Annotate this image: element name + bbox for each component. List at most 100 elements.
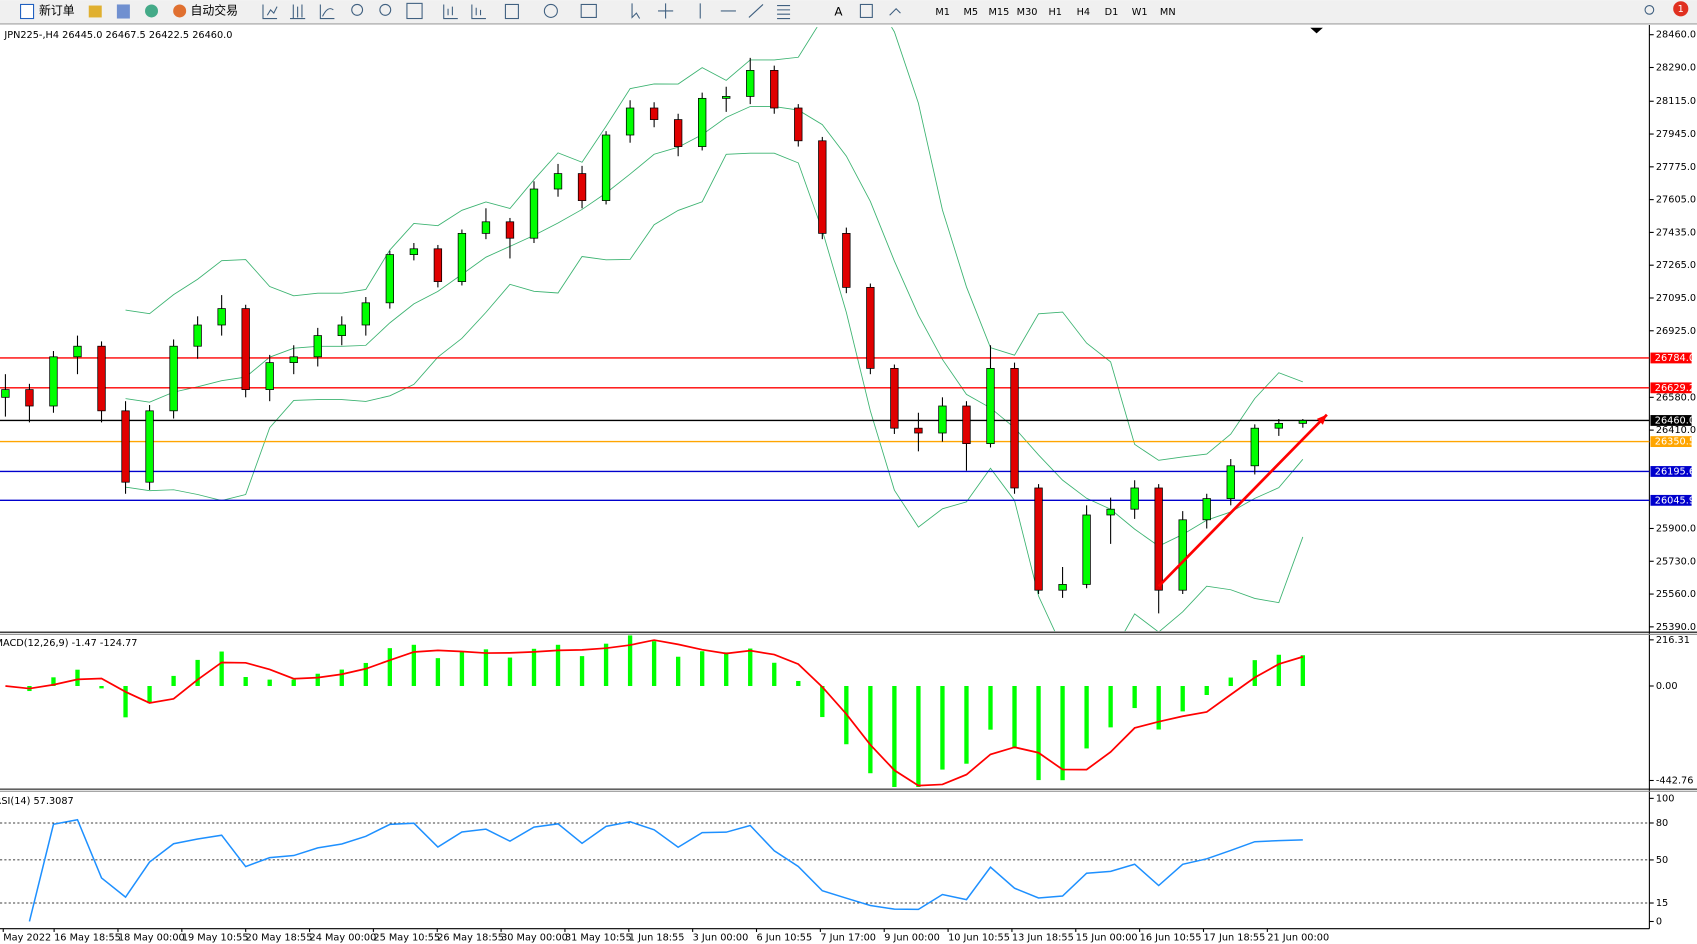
icon[interactable] [319, 4, 335, 20]
macd-panel [5, 635, 1306, 787]
level-label-box [1650, 352, 1692, 364]
x-tick-label: 31 May 10:55 [565, 932, 632, 943]
timeframe-button[interactable]: W1 [1132, 7, 1148, 18]
y-tick-label: 27095.0 [1656, 293, 1696, 304]
icon[interactable] [262, 4, 278, 20]
y-tick-label: 27265.0 [1656, 260, 1696, 271]
y-tick-label: 26410.0 [1656, 425, 1696, 436]
candle-body [313, 335, 322, 358]
y-tick-label: 0 [1656, 916, 1662, 927]
candle-body [1226, 465, 1235, 499]
icon[interactable] [658, 3, 674, 19]
icon[interactable] [406, 2, 423, 20]
level-label: 26195.6 [1655, 466, 1695, 477]
macd-bar [291, 679, 296, 686]
macd-bar [195, 659, 200, 686]
y-tick-label: 28460.0 [1656, 30, 1696, 41]
icon[interactable] [889, 8, 901, 16]
candle-body [625, 107, 635, 136]
y-tick-label: 25730.0 [1656, 556, 1696, 567]
timeframe-button[interactable]: H4 [1077, 7, 1091, 18]
timeframe-button[interactable]: M1 [935, 7, 950, 18]
candle-body [746, 70, 755, 97]
icon[interactable] [116, 4, 130, 19]
candle-body [241, 308, 250, 390]
icon[interactable] [471, 4, 486, 20]
auto-trading-button[interactable]: 自动交易 [190, 3, 238, 17]
search-icon[interactable] [1644, 5, 1655, 15]
y-tick-label: 216.31 [1656, 635, 1690, 646]
candle-body [1274, 422, 1283, 429]
rsi-line [28, 818, 1303, 922]
icon[interactable] [748, 4, 764, 18]
icon[interactable] [777, 5, 791, 20]
candle-body [481, 221, 491, 234]
icon[interactable] [443, 4, 458, 20]
macd-bar [748, 648, 753, 686]
timeframe-button[interactable]: H1 [1048, 7, 1062, 18]
y-tick-label: 27775.0 [1656, 162, 1696, 173]
candle-body [1298, 420, 1308, 424]
new-order-button[interactable]: 新订单 [39, 3, 75, 17]
y-tick-label: 25390.0 [1656, 622, 1696, 633]
alert-badge[interactable] [1673, 1, 1689, 17]
x-tick-label: 24 May 00:00 [310, 932, 377, 943]
macd-bar [940, 685, 945, 770]
candle-body [1178, 519, 1187, 591]
macd-bar [627, 635, 633, 686]
candle-body [121, 410, 130, 483]
icon[interactable] [351, 3, 364, 16]
macd-bar [724, 652, 729, 686]
candle-body [722, 96, 731, 99]
macd-bar [435, 658, 441, 686]
macd-bar [603, 643, 609, 686]
icon[interactable] [290, 4, 306, 20]
candle-body [986, 368, 995, 444]
auto-trading-icon[interactable] [173, 4, 187, 18]
timeframe-button[interactable]: M15 [989, 7, 1010, 18]
level-label-box [1650, 466, 1692, 477]
timeframe-button[interactable]: M30 [1017, 7, 1038, 18]
candle-body [1058, 584, 1067, 591]
macd-bar [483, 649, 489, 686]
icon[interactable] [580, 3, 597, 18]
icon[interactable] [504, 3, 519, 20]
toolbar: 新订单 自动交易 A 1 [0, 0, 1697, 25]
icon[interactable] [379, 3, 392, 16]
macd-bar [988, 685, 993, 730]
macd-bar [411, 644, 417, 686]
rsi-panel [0, 818, 1650, 922]
macd-bar [675, 656, 681, 686]
candle-body [1010, 368, 1019, 489]
icon[interactable] [543, 3, 558, 18]
panel-title: JPN225-,H4 26445.0 26467.5 26422.5 26460… [3, 30, 232, 41]
icon[interactable] [631, 3, 641, 19]
new-order-icon[interactable] [20, 3, 35, 20]
icon[interactable] [88, 5, 102, 18]
timeframe-button[interactable]: MN [1160, 7, 1176, 18]
toolbar-bg [0, 0, 1697, 24]
timeframe-button[interactable]: D1 [1105, 7, 1119, 18]
timeframe-button[interactable]: M5 [963, 7, 978, 18]
x-tick-label: 7 Jun 17:00 [820, 932, 876, 943]
macd-bar [579, 656, 585, 686]
y-tick-label: 27605.0 [1656, 195, 1696, 206]
bollinger-band [125, 27, 1303, 461]
macd-bar [1204, 685, 1209, 695]
text-tool[interactable]: A [834, 5, 843, 19]
candle-body [673, 119, 683, 147]
icon[interactable] [859, 3, 873, 18]
candle-body [866, 287, 875, 369]
level-label: 26460.0 [1655, 415, 1695, 426]
candle-body [770, 70, 779, 109]
macd-bar [1156, 685, 1161, 730]
panel-title: RSI(14) 57.3087 [0, 796, 74, 807]
candle-body [25, 389, 34, 407]
icon[interactable] [145, 4, 159, 18]
macd-bar [651, 641, 657, 686]
price-panel [0, 27, 1650, 632]
macd-bar [700, 651, 705, 686]
candle-body [1154, 487, 1163, 591]
level-label-box [1650, 436, 1692, 448]
macd-bar [99, 685, 104, 689]
